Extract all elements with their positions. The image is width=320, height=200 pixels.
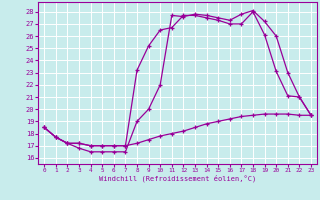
X-axis label: Windchill (Refroidissement éolien,°C): Windchill (Refroidissement éolien,°C) <box>99 175 256 182</box>
